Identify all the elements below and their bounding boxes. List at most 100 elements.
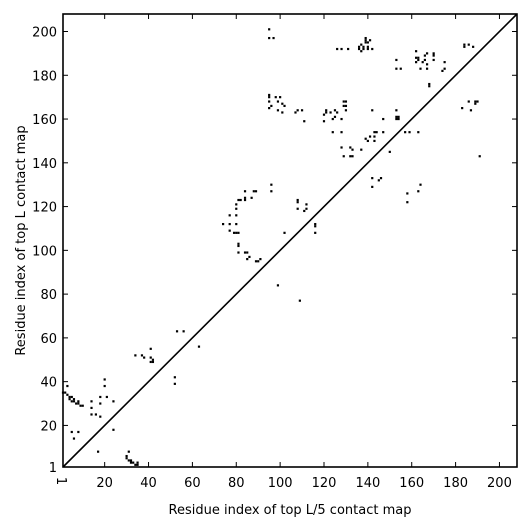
contact-point [364,39,367,42]
contact-point [441,69,444,72]
contact-point [140,354,144,357]
contact-point [340,131,343,134]
x-axis-label: Residue index of top L/5 contact map [169,503,412,518]
contact-point [268,96,271,99]
contact-point [395,109,398,112]
contact-point [395,58,398,62]
contact-point [243,198,247,202]
contact-point [415,61,418,64]
contact-point [432,58,435,62]
contact-point [173,376,176,379]
contact-point [81,404,84,407]
x-tick-label: 100 [268,476,293,491]
contact-point [303,209,306,213]
contact-point [360,50,363,53]
contact-point [276,284,280,287]
contact-point [425,52,429,55]
contact-point [270,183,273,186]
contact-point [357,45,361,48]
contact-point [149,360,152,364]
contact-point [373,139,376,143]
contact-point [96,450,100,453]
contact-point [474,100,477,103]
contact-point [268,28,271,31]
y-tick-label: 160 [32,113,57,128]
contact-point [136,461,139,464]
contact-point [371,177,374,180]
contact-point [254,190,258,193]
contact-point [322,113,326,116]
contact-point [366,45,369,48]
contact-point [197,345,201,348]
contact-point [257,260,260,263]
contact-point [283,104,286,108]
contact-point [428,85,431,88]
contact-point [342,104,345,108]
contact-point [243,190,247,193]
contact-point [296,109,299,112]
x-tick-label: 1 [53,477,68,485]
contact-point [294,111,297,114]
y-tick-label: 200 [32,26,57,41]
contact-point [342,155,345,158]
contact-point [268,36,271,40]
contact-point [349,155,352,158]
contact-point [296,198,299,202]
x-tick-label: 20 [96,476,113,491]
contact-point [379,177,383,180]
contact-point [467,43,470,46]
contact-point [274,96,277,99]
contact-point [368,39,372,42]
contact-point [344,100,348,103]
contact-point [283,231,286,234]
contact-point [336,111,339,114]
contact-point [270,104,273,108]
contact-point [90,406,93,410]
contact-point [362,47,365,51]
contact-point [279,96,282,99]
contact-point [314,225,317,228]
contact-point [331,117,334,121]
contact-point [371,109,374,112]
contact-point [72,398,76,401]
contact-point [151,360,155,364]
contact-point [125,457,128,460]
contact-point [175,330,179,333]
contact-point [268,100,271,103]
contact-point [368,135,372,138]
contact-point [322,120,326,123]
contact-point [72,437,76,440]
contact-point [342,100,345,103]
contact-point [443,61,446,64]
contact-point [375,131,378,134]
contact-point [340,117,343,121]
contact-point [254,260,258,263]
contact-point [112,428,115,431]
contact-point [419,67,422,70]
contact-point [228,222,231,226]
x-tick-label: 180 [443,476,468,491]
contact-point [303,120,306,123]
contact-point [463,45,466,48]
contact-point [281,102,284,105]
contact-point [259,258,262,261]
contact-point [364,41,367,44]
contact-point [351,155,354,158]
contact-point [136,463,139,466]
contact-point [66,393,69,396]
x-tick-label: 140 [355,476,380,491]
contact-point [417,56,420,59]
contact-point [388,150,391,153]
x-axis-ticks: 1 20 40 60 80 100 120 140 160 180 200 [53,14,512,491]
contact-point [228,214,231,217]
contact-point [472,45,475,48]
contact-point [333,115,337,118]
plot-frame [62,13,518,468]
contact-point [423,54,426,57]
contact-point [347,47,350,51]
contact-point [235,207,238,210]
contact-point [134,463,137,466]
contact-point [371,185,374,188]
contact-point [250,196,253,199]
